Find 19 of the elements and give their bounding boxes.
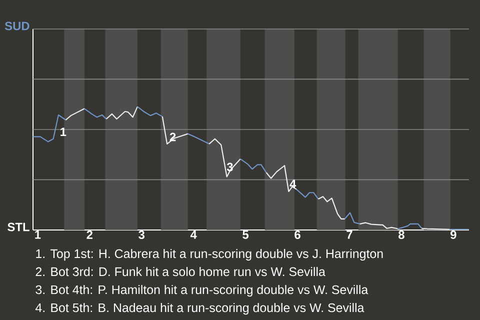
annotation: 1 (60, 128, 66, 136)
x-tick-label: 5 (242, 230, 249, 239)
text: 3. Bot 4th: P. Hamilton hit a run-scoring double vs W. Sevilla (36, 284, 368, 297)
text: STL (8, 222, 30, 232)
text: SUD (4, 22, 30, 30)
text: 4. Bot 5th: B. Nadeau hit a run-scoring double vs W. Sevilla (35, 302, 364, 315)
x-tick-label: 6 (294, 230, 300, 239)
text: 2. Bot 3rd: D. Funk hit a solo home run vs W. Sevilla (36, 266, 326, 276)
annotation: 2 (170, 132, 176, 142)
annotation: 4 (290, 180, 296, 188)
x-tick-label: 8 (398, 230, 404, 239)
x-tick-label: 3 (138, 230, 145, 240)
x-tick-label: 4 (190, 230, 197, 239)
x-tick-label: 9 (450, 230, 456, 239)
x-tick-label: 2 (86, 230, 92, 239)
x-tick-label: 1 (35, 230, 41, 239)
annotation: 3 (226, 162, 233, 172)
x-tick-label: 7 (346, 230, 352, 239)
text: 1. Top 1st: H. Cabrera hit a run-scoring double vs J. Harrington (36, 248, 383, 261)
